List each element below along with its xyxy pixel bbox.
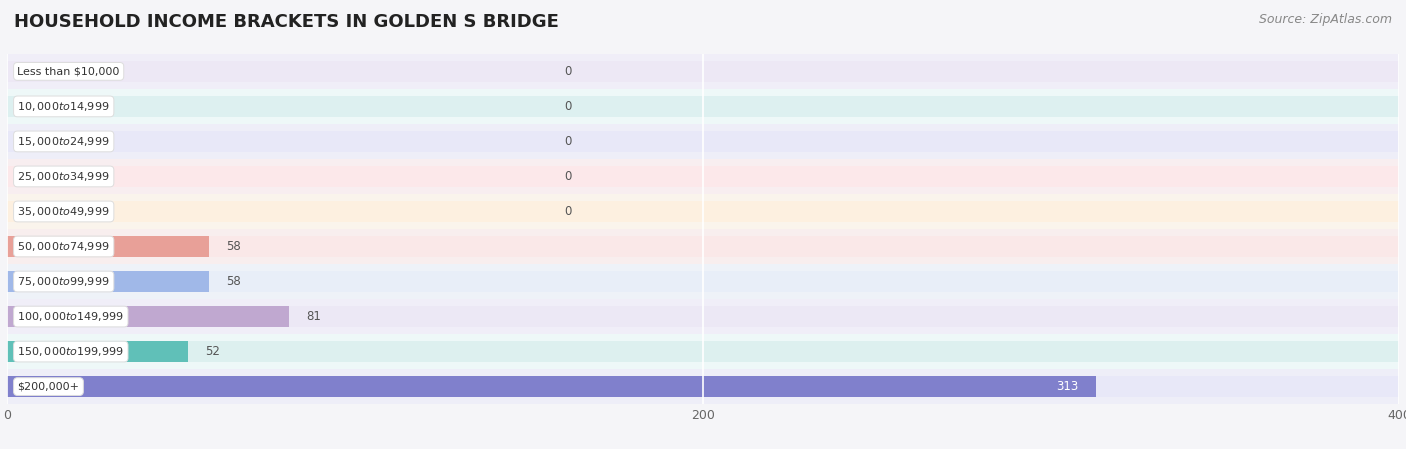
Text: $75,000 to $99,999: $75,000 to $99,999 — [17, 275, 110, 288]
Bar — [7, 159, 1399, 194]
Bar — [7, 369, 1399, 404]
Bar — [7, 376, 1399, 397]
Bar — [7, 306, 1399, 327]
Text: 81: 81 — [307, 310, 321, 323]
Bar — [7, 201, 1399, 222]
Text: 0: 0 — [564, 205, 571, 218]
Text: $200,000+: $200,000+ — [17, 382, 80, 392]
Text: $100,000 to $149,999: $100,000 to $149,999 — [17, 310, 124, 323]
Text: 0: 0 — [564, 135, 571, 148]
Bar — [7, 54, 1399, 89]
Bar — [7, 124, 1399, 159]
Bar — [7, 271, 1399, 292]
Bar — [7, 96, 1399, 117]
Text: 58: 58 — [226, 240, 240, 253]
Text: 0: 0 — [564, 170, 571, 183]
Text: 52: 52 — [205, 345, 221, 358]
Bar — [7, 264, 1399, 299]
Bar — [7, 306, 288, 327]
Bar — [7, 334, 1399, 369]
Bar — [7, 194, 1399, 229]
Text: 58: 58 — [226, 275, 240, 288]
Text: $50,000 to $74,999: $50,000 to $74,999 — [17, 240, 110, 253]
Text: $35,000 to $49,999: $35,000 to $49,999 — [17, 205, 110, 218]
Bar — [7, 299, 1399, 334]
Text: $25,000 to $34,999: $25,000 to $34,999 — [17, 170, 110, 183]
Bar — [7, 229, 1399, 264]
Text: $10,000 to $14,999: $10,000 to $14,999 — [17, 100, 110, 113]
Bar — [7, 236, 209, 257]
Bar — [7, 61, 1399, 82]
Bar — [7, 236, 1399, 257]
Text: 0: 0 — [564, 65, 571, 78]
Bar — [7, 166, 1399, 187]
Bar — [7, 89, 1399, 124]
Text: HOUSEHOLD INCOME BRACKETS IN GOLDEN S BRIDGE: HOUSEHOLD INCOME BRACKETS IN GOLDEN S BR… — [14, 13, 560, 31]
Bar — [7, 341, 188, 362]
Text: Source: ZipAtlas.com: Source: ZipAtlas.com — [1258, 13, 1392, 26]
Text: 313: 313 — [1056, 380, 1078, 393]
Text: Less than $10,000: Less than $10,000 — [17, 66, 120, 76]
Bar — [7, 341, 1399, 362]
Text: $15,000 to $24,999: $15,000 to $24,999 — [17, 135, 110, 148]
Bar — [7, 131, 1399, 152]
Text: $150,000 to $199,999: $150,000 to $199,999 — [17, 345, 124, 358]
Bar — [7, 271, 209, 292]
Bar — [7, 376, 1097, 397]
Text: 0: 0 — [564, 100, 571, 113]
